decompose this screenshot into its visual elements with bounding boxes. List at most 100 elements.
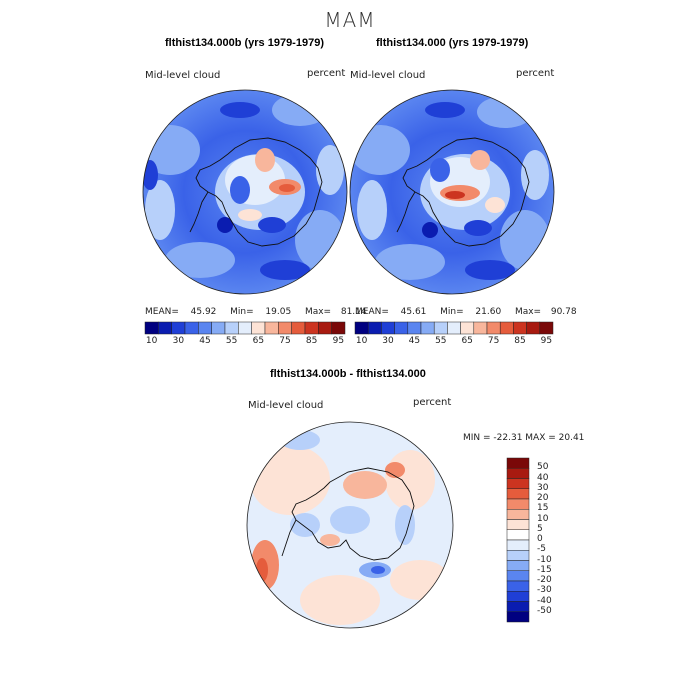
colorbar-1-swatch <box>251 321 266 335</box>
map-1-blobs <box>143 94 345 280</box>
colorbar-1-swatch <box>278 321 292 335</box>
colorbar-2-swatch <box>486 321 501 335</box>
colorbar-2-swatch <box>460 321 475 335</box>
colorbar-diff-swatch <box>506 478 530 489</box>
colorbar-2-swatch <box>354 321 369 335</box>
colorbar-diff-tick-label: -50 <box>537 605 552 616</box>
colorbar-2-tick-label: 75 <box>487 336 500 346</box>
colorbar-1-swatch <box>318 321 332 335</box>
colorbar-diff-swatch <box>506 498 530 510</box>
diff-panel-units-label: percent <box>413 397 452 408</box>
colorbar-2-tick-label: 45 <box>408 336 421 346</box>
colorbar-diff-swatch <box>506 539 530 551</box>
panel-1-max-value: 81.14 <box>340 307 367 317</box>
colorbar-diff-tick-label: -15 <box>537 564 552 575</box>
panel-1-mean-value: 45.92 <box>190 307 217 317</box>
colorbar-2-swatch <box>367 321 382 335</box>
colorbar-diff-tick-label: -10 <box>537 554 552 565</box>
colorbar-2-swatch <box>394 321 409 335</box>
colorbar-diff-tick-label: -20 <box>537 575 552 585</box>
diff-map-border <box>246 421 454 629</box>
colorbar-diff-swatch <box>506 509 530 520</box>
panel-2-min-label: Min= <box>440 307 464 317</box>
colorbar-panel-2 <box>354 321 554 335</box>
colorbar-1-swatch <box>158 321 172 335</box>
panel-2-max-label: Max= <box>514 307 542 317</box>
colorbar-diff-tick-label: -5 <box>537 544 546 555</box>
map-2-coastline <box>402 137 530 247</box>
panel-1-stats: MEAN= 45.92 Min= 19.05 Max= 81.14 <box>145 307 367 317</box>
panel-1-units-label: percent <box>307 68 346 79</box>
colorbar-diff-tick-label: 5 <box>537 523 543 534</box>
colorbar-diff-swatch <box>506 580 530 592</box>
map-1 <box>143 90 347 294</box>
panel-1-title: flthist134.000b (yrs 1979-1979) <box>165 37 324 49</box>
panel-2-mean-label: MEAN= <box>355 307 389 317</box>
colorbar-2-swatch <box>447 321 461 335</box>
map-2-border <box>349 89 555 295</box>
colorbar-1-tick-label: 10 <box>145 336 158 346</box>
colorbar-diff-tick-label: -30 <box>537 585 552 596</box>
panel-2-stats: MEAN= 45.61 Min= 21.60 Max= 90.78 <box>355 307 577 317</box>
colorbar-2-tick-label: 10 <box>355 336 368 346</box>
colorbar-diff-swatch <box>506 560 530 571</box>
colorbar-diff-swatch <box>506 591 530 602</box>
colorbar-1-swatch <box>304 321 319 335</box>
colorbar-2-swatch <box>539 321 554 335</box>
colorbar-1-tick-label: 85 <box>305 336 318 346</box>
colorbar-diff-swatch <box>506 601 530 612</box>
colorbar-2-swatch <box>526 321 541 335</box>
diff-map-coastline <box>291 467 415 561</box>
panel-2-units-label: percent <box>516 68 555 79</box>
colorbar-1-swatch <box>238 321 252 335</box>
panel-1-variable-label: Mid-level cloud <box>145 70 221 81</box>
colorbar-1-tick-label: 95 <box>332 336 345 346</box>
colorbar-1-swatch <box>184 321 199 335</box>
colorbar-1-swatch <box>171 321 186 335</box>
colorbar-2-tick-label: 30 <box>382 336 394 346</box>
colorbar-diff-swatch <box>506 468 530 479</box>
panel-2-max-value: 90.78 <box>550 307 577 317</box>
colorbar-2-swatch <box>499 321 514 335</box>
colorbar-2-tick-label: 55 <box>435 336 447 346</box>
colorbar-1-swatch <box>224 321 239 335</box>
colorbar-2-tick-label: 85 <box>514 336 526 346</box>
colorbar-diff-tick-label: 0 <box>537 534 543 544</box>
colorbar-diff-tick-label: 30 <box>537 482 549 493</box>
diff-panel-variable-label: Mid-level cloud <box>248 400 324 411</box>
colorbar-diff-tick-label: 15 <box>537 503 549 514</box>
colorbar-diff-swatch <box>506 488 530 500</box>
colorbar-2-tick-label: 95 <box>540 336 553 346</box>
colorbar-1-swatch <box>144 321 159 335</box>
colorbar-1-swatch <box>264 321 279 335</box>
colorbar-1-swatch <box>291 321 306 335</box>
colorbar-2-swatch <box>407 321 422 335</box>
colorbar-diff-swatch <box>506 529 530 541</box>
colorbar-2-swatch <box>473 321 488 335</box>
colorbar-diff-tick-label: 10 <box>537 513 549 524</box>
colorbar-diff-tick-label: 50 <box>537 462 549 473</box>
colorbar-diff-tick-label: 20 <box>537 493 549 503</box>
colorbar-2-swatch <box>381 321 395 335</box>
colorbar-1-tick-label: 30 <box>172 336 185 346</box>
diff-map-blobs <box>250 430 450 625</box>
panel-2-title: flthist134.000 (yrs 1979-1979) <box>376 37 529 49</box>
colorbar-1-tick-label: 75 <box>279 336 291 346</box>
colorbar-2-swatch <box>420 321 435 335</box>
figure-title: MAM <box>324 8 376 32</box>
map-1-border <box>142 89 348 295</box>
colorbar-diff-swatch <box>506 519 530 530</box>
colorbar-diff-swatch <box>506 457 530 469</box>
colorbar-2-swatch <box>513 321 527 335</box>
colorbar-diff-tick-label: 40 <box>537 472 549 483</box>
colorbar-2-swatch <box>433 321 448 335</box>
panel-1-max-label: Max= <box>304 307 332 317</box>
colorbar-1-swatch <box>198 321 212 335</box>
panel-1-min-value: 19.05 <box>265 307 292 317</box>
panel-1-mean-label: MEAN= <box>145 307 179 317</box>
colorbar-1-tick-label: 65 <box>252 336 265 346</box>
colorbar-diff-tick-label: -40 <box>537 595 552 606</box>
colorbar-1-tick-label: 45 <box>199 336 211 346</box>
diff-panel-minmax: MIN = -22.31 MAX = 20.41 <box>463 433 585 443</box>
